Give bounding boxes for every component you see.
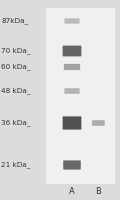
FancyBboxPatch shape	[46, 8, 115, 184]
Text: 48 kDa_: 48 kDa_	[1, 88, 31, 94]
FancyBboxPatch shape	[92, 120, 105, 126]
FancyBboxPatch shape	[63, 46, 81, 56]
FancyBboxPatch shape	[63, 116, 81, 130]
FancyBboxPatch shape	[63, 160, 81, 170]
Text: 36 kDa_: 36 kDa_	[1, 120, 31, 126]
Text: 87kDa_: 87kDa_	[1, 18, 28, 24]
Text: 60 kDa_: 60 kDa_	[1, 64, 31, 70]
FancyBboxPatch shape	[64, 88, 80, 94]
Text: 70 kDa_: 70 kDa_	[1, 48, 31, 54]
Text: 21 kDa_: 21 kDa_	[1, 162, 31, 168]
Text: B: B	[96, 186, 101, 196]
FancyBboxPatch shape	[64, 18, 80, 24]
FancyBboxPatch shape	[64, 64, 80, 70]
Text: A: A	[69, 186, 75, 196]
